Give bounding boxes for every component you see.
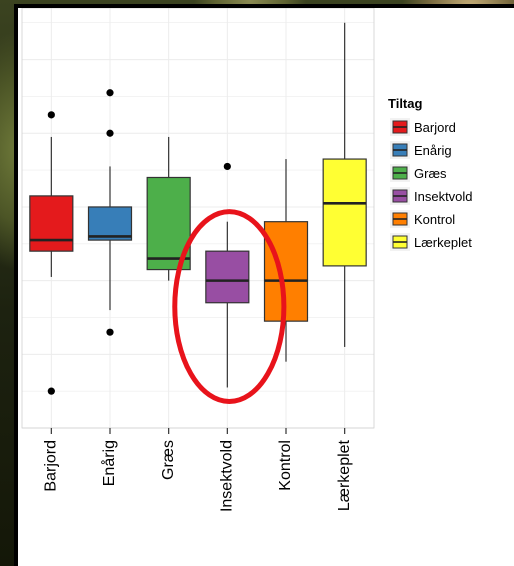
legend-item: Kontrol (390, 210, 455, 228)
highlight-ellipse (172, 209, 287, 404)
plot-border (21, 8, 375, 429)
outlier-point (47, 387, 55, 395)
box-lærkeplet (322, 22, 367, 347)
x-tick-label: Græs (160, 440, 177, 480)
legend-item: Enårig (390, 141, 452, 159)
chart-panel: Barjord Enårig Græs Insektvold Kontrol Lærkep… (14, 4, 514, 566)
legend-item: Barjord (390, 118, 456, 136)
legend-label: Lærkeplet (414, 235, 472, 250)
x-tick-label: Kontrol (277, 440, 294, 491)
legend: Tiltag Barjord Enårig Græs Insektvold Kontro… (388, 96, 473, 251)
boxes-group (29, 22, 367, 395)
legend-label: Barjord (414, 120, 456, 135)
outlier-point (47, 111, 55, 119)
legend-label: Græs (414, 166, 447, 181)
plot-background (22, 8, 374, 428)
legend-label: Insektvold (414, 189, 473, 204)
legend-title: Tiltag (388, 96, 422, 111)
x-axis: Barjord Enårig Græs Insektvold Kontrol Lærkep… (43, 428, 353, 512)
x-tick-label: Barjord (43, 440, 60, 492)
box-iqr (29, 195, 74, 252)
legend-item: Lærkeplet (390, 233, 472, 251)
box-barjord (29, 111, 74, 395)
box-enårig (87, 89, 133, 336)
box-insektvold (205, 162, 250, 388)
legend-item: Insektvold (390, 187, 473, 205)
boxplot-chart: Barjord Enårig Græs Insektvold Kontrol Lærkep… (21, 8, 473, 512)
outlier-point (106, 328, 114, 336)
x-tick-label: Enårig (100, 440, 118, 486)
legend-label: Kontrol (414, 212, 455, 227)
outlier-point (223, 162, 231, 171)
legend-item: Græs (390, 164, 447, 182)
box-iqr (87, 206, 133, 241)
box-iqr (205, 250, 250, 304)
x-tick-label: Lærkeplet (336, 439, 353, 511)
x-tick-label: Insektvold (219, 440, 236, 512)
box-iqr (322, 158, 367, 267)
outlier-point (106, 89, 114, 97)
outlier-point (106, 129, 114, 137)
annotation-layer (172, 209, 287, 404)
legend-label: Enårig (414, 143, 452, 158)
